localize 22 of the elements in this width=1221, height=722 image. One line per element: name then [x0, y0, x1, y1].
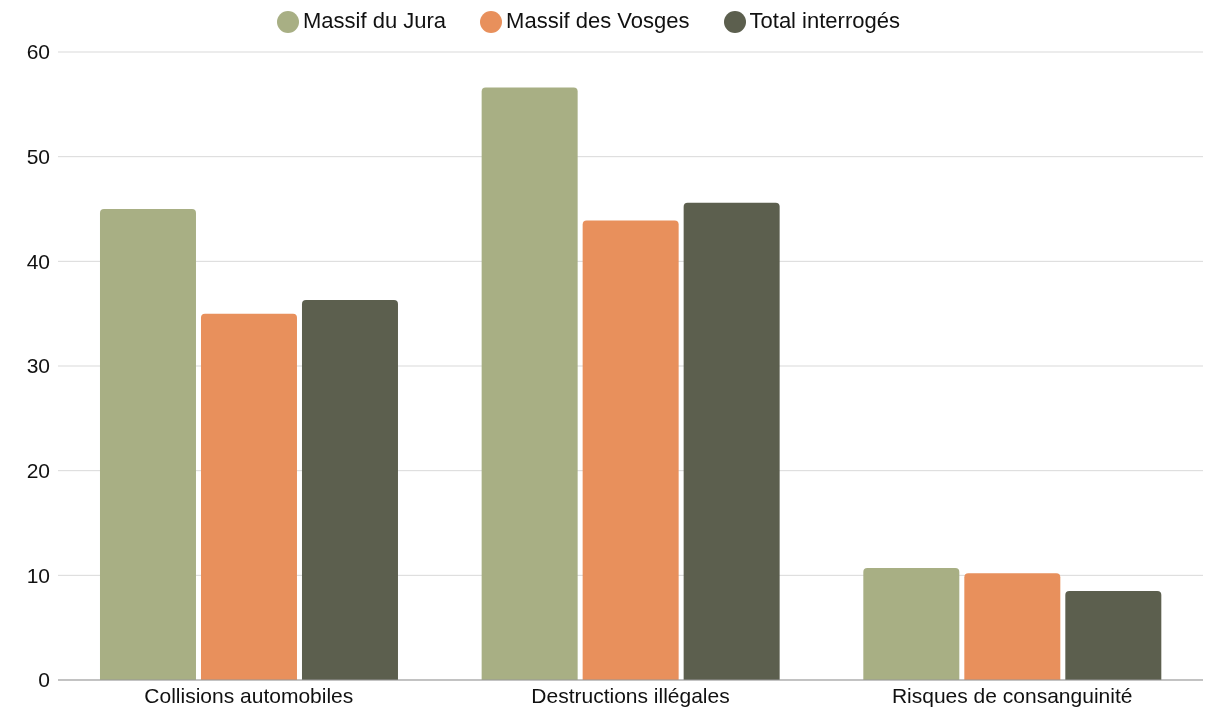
bar	[582, 220, 679, 680]
x-tick-label: Risques de consanguinité	[891, 683, 1133, 707]
bar	[301, 300, 398, 680]
bar	[99, 209, 196, 680]
legend-label: Massif du Jura	[303, 8, 447, 33]
x-tick-label: Collisions automobiles	[144, 683, 354, 707]
y-tick-label: 30	[26, 354, 50, 378]
y-tick-label: 60	[26, 40, 50, 64]
bar	[200, 313, 297, 680]
legend-label: Massif des Vosges	[506, 8, 690, 33]
bar	[481, 87, 578, 680]
y-tick-label: 40	[26, 249, 50, 273]
bar	[964, 573, 1061, 680]
x-tick-label: Destructions illégales	[531, 683, 730, 707]
bar	[683, 202, 780, 680]
y-tick-label: 10	[26, 563, 50, 587]
y-tick-label: 20	[26, 459, 50, 483]
legend-label: Total interrogés	[749, 8, 900, 33]
bar	[863, 568, 960, 680]
y-tick-label: 50	[26, 145, 50, 169]
y-tick-label: 0	[38, 668, 50, 692]
bar	[1065, 591, 1162, 680]
